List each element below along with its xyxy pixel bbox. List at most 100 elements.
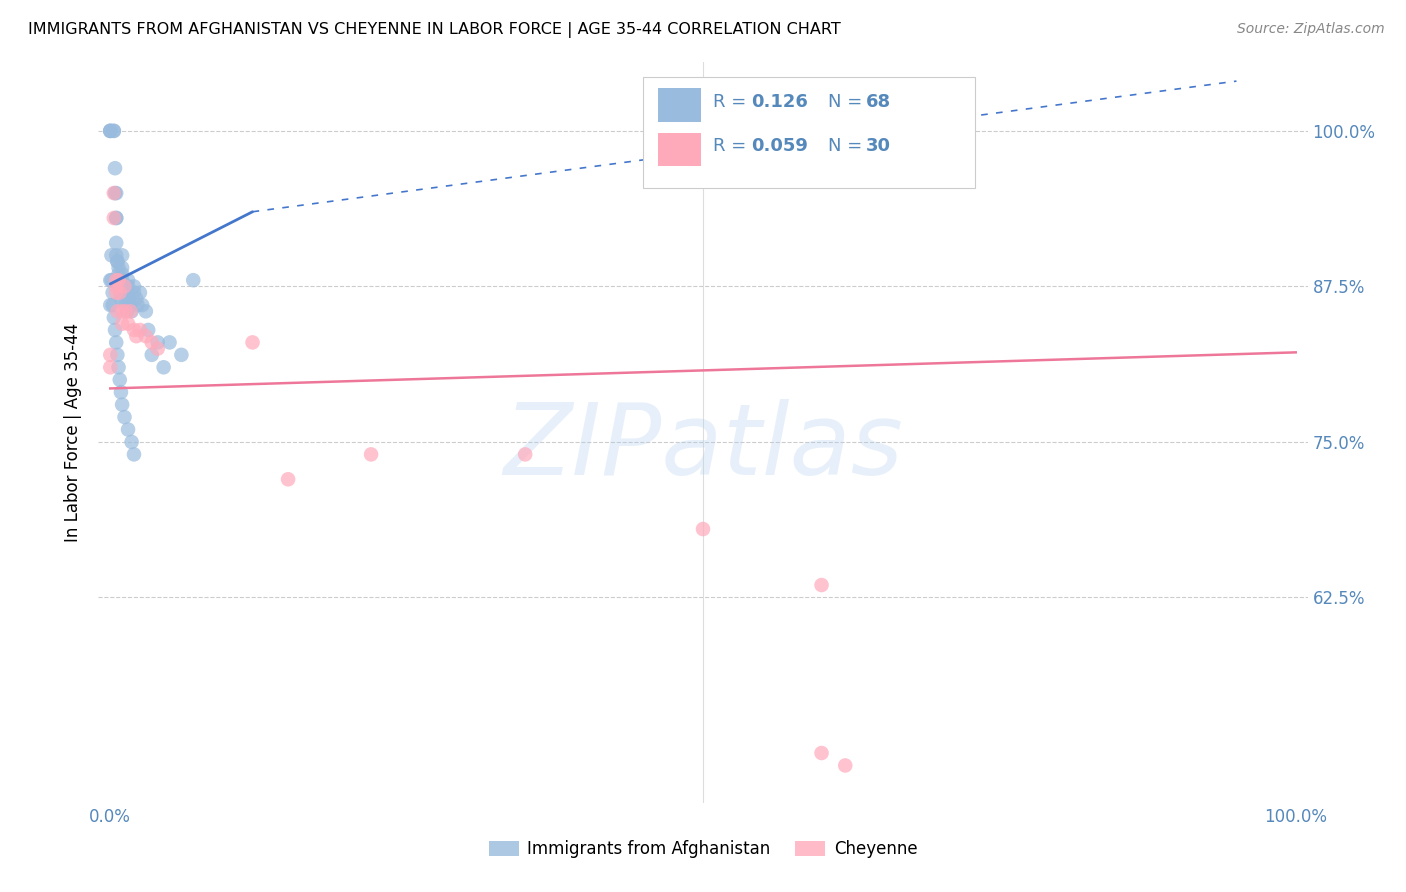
FancyBboxPatch shape: [658, 88, 700, 121]
Point: [127, 298, 149, 312]
Point: [834, 758, 856, 772]
Point: [104, 161, 127, 176]
Point: [170, 348, 193, 362]
Point: [121, 304, 143, 318]
Point: [122, 279, 145, 293]
Point: [122, 323, 145, 337]
Point: [135, 304, 157, 318]
Point: [117, 273, 139, 287]
Point: [101, 298, 124, 312]
Point: [107, 267, 129, 281]
Point: [108, 273, 131, 287]
Point: [159, 335, 181, 350]
Point: [108, 373, 131, 387]
Point: [105, 211, 128, 225]
Point: [105, 335, 128, 350]
Point: [105, 304, 128, 318]
Point: [111, 398, 134, 412]
Point: [120, 298, 142, 312]
Point: [181, 273, 204, 287]
Point: [125, 329, 148, 343]
Point: [100, 248, 122, 262]
Point: [110, 285, 132, 300]
Point: [810, 578, 832, 592]
FancyBboxPatch shape: [658, 133, 700, 166]
Point: [105, 235, 128, 250]
Point: [692, 522, 714, 536]
Point: [105, 211, 128, 225]
Point: [118, 292, 141, 306]
Point: [117, 285, 139, 300]
Point: [117, 317, 139, 331]
Point: [152, 360, 174, 375]
Point: [111, 273, 134, 287]
Text: N =: N =: [828, 137, 868, 155]
Point: [98, 273, 121, 287]
Text: N =: N =: [828, 93, 868, 111]
FancyBboxPatch shape: [643, 78, 976, 188]
Text: 0.126: 0.126: [751, 93, 808, 111]
Text: R =: R =: [713, 93, 752, 111]
Point: [141, 348, 163, 362]
Point: [105, 254, 128, 268]
Point: [103, 310, 125, 325]
Text: Source: ZipAtlas.com: Source: ZipAtlas.com: [1237, 22, 1385, 37]
Point: [135, 329, 157, 343]
Point: [114, 285, 136, 300]
Point: [98, 298, 121, 312]
Point: [107, 360, 129, 375]
Point: [98, 124, 121, 138]
Point: [105, 186, 128, 200]
Point: [105, 279, 128, 293]
Point: [98, 124, 121, 138]
Point: [98, 348, 121, 362]
Point: [114, 304, 136, 318]
Point: [810, 746, 832, 760]
Y-axis label: In Labor Force | Age 35-44: In Labor Force | Age 35-44: [65, 323, 83, 542]
Point: [98, 360, 121, 375]
Point: [107, 260, 129, 275]
Point: [146, 335, 169, 350]
Point: [105, 348, 128, 362]
Point: [110, 292, 132, 306]
Point: [111, 267, 134, 281]
Point: [129, 323, 152, 337]
Point: [103, 124, 125, 138]
Point: [125, 292, 148, 306]
Point: [114, 279, 136, 293]
Point: [129, 285, 152, 300]
Point: [103, 124, 125, 138]
Point: [108, 279, 131, 293]
Point: [101, 285, 124, 300]
Point: [98, 124, 121, 138]
Point: [103, 186, 125, 200]
Point: [111, 304, 134, 318]
Text: R =: R =: [713, 137, 752, 155]
Point: [121, 434, 143, 449]
Point: [100, 273, 122, 287]
Point: [105, 285, 128, 300]
Text: IMMIGRANTS FROM AFGHANISTAN VS CHEYENNE IN LABOR FORCE | AGE 35-44 CORRELATION C: IMMIGRANTS FROM AFGHANISTAN VS CHEYENNE …: [28, 22, 841, 38]
Legend: Immigrants from Afghanistan, Cheyenne: Immigrants from Afghanistan, Cheyenne: [482, 833, 924, 865]
Point: [141, 335, 163, 350]
Point: [122, 285, 145, 300]
Point: [105, 254, 128, 268]
Point: [515, 447, 537, 461]
Point: [111, 260, 134, 275]
Point: [105, 248, 128, 262]
Point: [108, 285, 131, 300]
Point: [104, 186, 127, 200]
Point: [108, 279, 131, 293]
Point: [110, 385, 132, 400]
Point: [114, 279, 136, 293]
Point: [242, 335, 264, 350]
Point: [136, 323, 159, 337]
Text: 0.059: 0.059: [751, 137, 808, 155]
Point: [120, 304, 142, 318]
Point: [107, 273, 129, 287]
Point: [104, 323, 127, 337]
Point: [103, 211, 125, 225]
Text: 30: 30: [866, 137, 891, 155]
Point: [117, 279, 139, 293]
Point: [105, 273, 128, 287]
